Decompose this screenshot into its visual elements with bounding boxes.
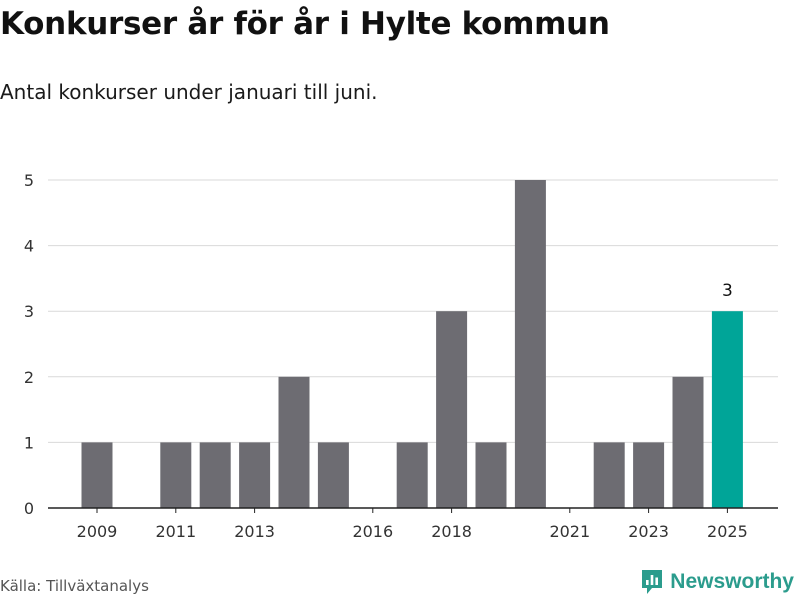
bar-2009	[81, 442, 113, 508]
bar-2020	[514, 180, 546, 508]
x-tick-label: 2013	[234, 522, 275, 541]
bar-2019	[475, 442, 507, 508]
y-tick-label: 3	[24, 302, 34, 321]
y-tick-label: 1	[24, 433, 34, 452]
newsworthy-logo-icon	[642, 570, 663, 594]
bar-2025	[711, 311, 743, 508]
source-note: Källa: Tillväxtanalys	[0, 577, 149, 595]
data-label-2025: 3	[722, 281, 733, 301]
bar-2014	[278, 376, 310, 508]
y-tick-label: 0	[24, 499, 34, 518]
x-tick-label: 2016	[352, 522, 393, 541]
bar-2015	[317, 442, 349, 508]
bar-2013	[239, 442, 271, 508]
brand-name: Newsworthy	[670, 570, 794, 593]
chart-subtitle: Antal konkurser under januari till juni.	[0, 80, 378, 104]
x-tick-label: 2023	[628, 522, 669, 541]
y-tick-label: 2	[24, 368, 34, 387]
y-tick-label: 4	[24, 237, 34, 256]
bar-2017	[396, 442, 428, 508]
y-tick-label: 5	[24, 171, 34, 190]
chart-title: Konkurser år för år i Hylte kommun	[0, 6, 610, 42]
x-tick-label: 2025	[707, 522, 748, 541]
bar-2023	[633, 442, 665, 508]
x-tick-label: 2009	[77, 522, 118, 541]
brand-logo: Newsworthy	[640, 568, 794, 596]
bar-2024	[672, 376, 704, 508]
x-tick-label: 2011	[155, 522, 196, 541]
bar-2011	[160, 442, 192, 508]
bar-2022	[593, 442, 625, 508]
x-tick-label: 2021	[549, 522, 590, 541]
bar-2012	[199, 442, 231, 508]
x-tick-label: 2018	[431, 522, 472, 541]
bar-2018	[436, 311, 468, 508]
